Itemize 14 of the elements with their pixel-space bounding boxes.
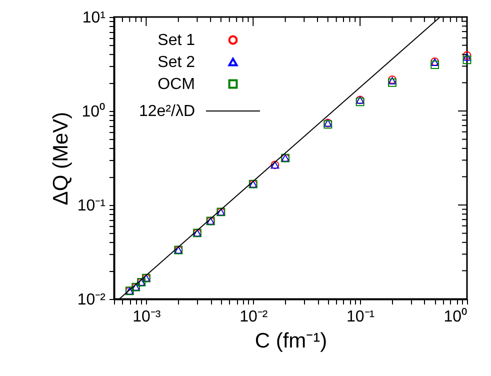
x-axis-title: C (fm⁻¹): [254, 330, 328, 352]
y-tick-label: 10⁰: [82, 102, 106, 120]
x-tick-label: 10⁻³: [132, 308, 162, 326]
legend-label: 12e²/λD: [138, 103, 195, 120]
legend-label: Set 2: [158, 54, 196, 71]
x-tick-label: 10⁻²: [240, 308, 268, 326]
y-tick-label: 10⁻²: [77, 292, 106, 308]
y-axis-title: ΔQ (MeV): [49, 112, 72, 206]
y-tick-label: 10¹: [82, 10, 106, 26]
legend-label: Set 1: [158, 32, 196, 49]
y-tick-label: 10⁻¹: [77, 198, 106, 214]
x-tick-label: 10⁰: [444, 308, 468, 326]
legend-label: OCM: [158, 76, 195, 93]
x-tick-label: 10⁻¹: [346, 308, 375, 326]
